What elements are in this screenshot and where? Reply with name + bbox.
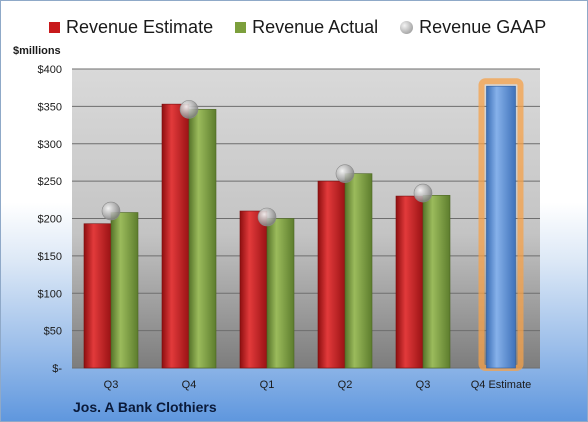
company-name: Jos. A Bank Clothiers (73, 399, 217, 415)
bar-revenue-actual (422, 195, 451, 369)
bar-revenue-estimate (395, 195, 424, 369)
x-tick-label: Q1 (260, 379, 275, 391)
x-tick-label: Q3 (104, 379, 119, 391)
bar-revenue-actual (110, 212, 139, 369)
bar-revenue-actual (266, 218, 295, 369)
marker-revenue-gaap (257, 207, 277, 227)
legend-item-revenue-estimate: Revenue Estimate (49, 17, 213, 38)
bar-revenue-actual (344, 173, 373, 369)
marker-revenue-gaap (179, 100, 199, 119)
y-tick-label: $300 (38, 139, 62, 151)
legend-swatch-actual (235, 22, 247, 33)
legend-swatch-estimate (49, 22, 60, 33)
y-tick-label: $- (52, 363, 62, 375)
legend-marker-gaap (400, 21, 414, 34)
legend-label-gaap: Revenue GAAP (419, 17, 547, 37)
y-axis-unit-label: $millions (13, 45, 61, 57)
legend-label-estimate: Revenue Estimate (66, 17, 214, 37)
chart-legend: Revenue Estimate Revenue Actual Revenue … (49, 17, 546, 38)
y-tick-label: $350 (38, 101, 62, 113)
x-tick-label: Q3 (416, 379, 431, 391)
legend-label-actual: Revenue Actual (252, 17, 379, 37)
y-tick-label: $50 (44, 326, 62, 338)
bar-revenue-estimate (83, 223, 112, 369)
marker-revenue-gaap (413, 183, 433, 203)
bar-revenue-estimate (239, 210, 268, 369)
bar-revenue-actual (188, 109, 217, 369)
y-tick-label: $400 (38, 64, 62, 76)
legend-item-revenue-actual: Revenue Actual (235, 17, 378, 38)
bar-revenue-estimate (317, 180, 346, 369)
x-tick-label: Q4 (182, 379, 197, 391)
bar-q4-estimate (486, 85, 516, 369)
x-tick-label: Q4 Estimate (471, 379, 532, 391)
y-tick-label: $100 (38, 288, 62, 300)
marker-revenue-gaap (335, 164, 355, 183)
y-tick-label: $200 (38, 214, 62, 226)
y-tick-label: $150 (38, 251, 62, 263)
y-tick-label: $250 (38, 176, 62, 188)
bar-revenue-estimate (161, 103, 190, 369)
legend-item-revenue-gaap: Revenue GAAP (400, 17, 546, 38)
marker-revenue-gaap (101, 201, 121, 221)
x-tick-label: Q2 (338, 379, 353, 391)
